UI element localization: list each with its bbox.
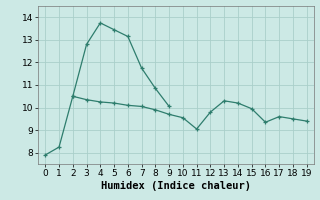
X-axis label: Humidex (Indice chaleur): Humidex (Indice chaleur) [101, 181, 251, 191]
